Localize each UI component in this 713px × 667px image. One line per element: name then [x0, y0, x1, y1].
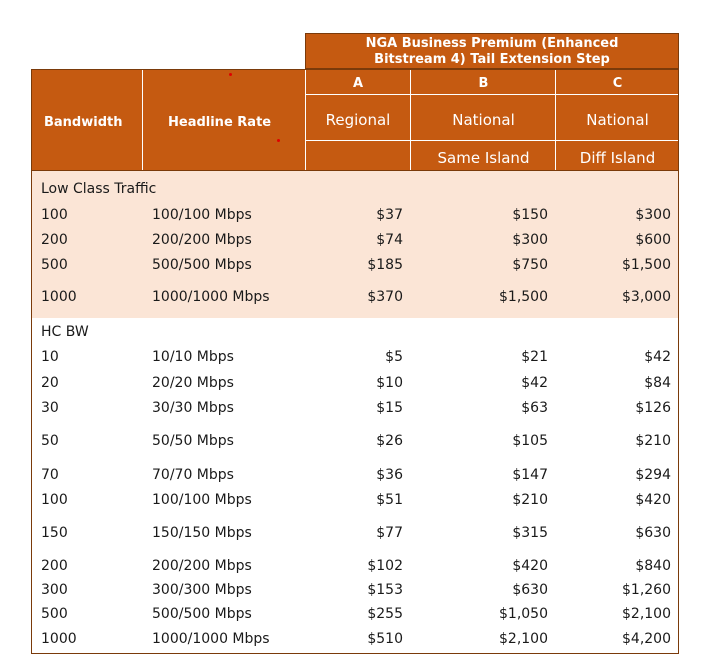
bandwidth-cell: 100 [41, 492, 68, 508]
price-b-cell: $750 [512, 257, 548, 273]
col-c-label: National [586, 111, 649, 129]
price-c-cell: $126 [635, 400, 671, 416]
bandwidth-cell: 200 [41, 558, 68, 574]
price-a-cell: $51 [376, 492, 403, 508]
headline-rate-cell: 150/150 Mbps [152, 525, 252, 541]
price-a-cell: $370 [367, 289, 403, 305]
price-c-cell: $3,000 [622, 289, 671, 305]
headline-rate-cell: 200/200 Mbps [152, 558, 252, 574]
price-b-cell: $42 [521, 375, 548, 391]
price-b-cell: $300 [512, 232, 548, 248]
price-a-cell: $74 [376, 232, 403, 248]
price-a-cell: $15 [376, 400, 403, 416]
headline-rate-cell: 500/500 Mbps [152, 606, 252, 622]
bandwidth-cell: 30 [41, 400, 59, 416]
headline-rate-cell: 100/100 Mbps [152, 207, 252, 223]
price-b-cell: $150 [512, 207, 548, 223]
bandwidth-cell: 1000 [41, 631, 77, 647]
col-c-sub: Diff Island [579, 149, 656, 167]
price-c-cell: $300 [635, 207, 671, 223]
price-b-cell: $105 [512, 433, 548, 449]
price-b-cell: $1,050 [499, 606, 548, 622]
price-b-cell: $2,100 [499, 631, 548, 647]
price-a-cell: $510 [367, 631, 403, 647]
low-class-section [32, 171, 678, 318]
headline-rate-cell: 1000/1000 Mbps [152, 631, 270, 647]
red-mark [277, 139, 280, 142]
section-title-hc-bw: HC BW [41, 324, 89, 340]
price-b-cell: $21 [521, 349, 548, 365]
bandwidth-cell: 500 [41, 257, 68, 273]
headline-rate-cell: 100/100 Mbps [152, 492, 252, 508]
col-a-label: Regional [325, 111, 391, 129]
group-title-line1: NGA Business Premium (Enhanced [365, 36, 619, 51]
headline-rate-cell: 50/50 Mbps [152, 433, 234, 449]
red-mark [229, 73, 232, 76]
price-a-cell: $153 [367, 582, 403, 598]
price-c-cell: $600 [635, 232, 671, 248]
price-a-cell: $185 [367, 257, 403, 273]
price-a-cell: $5 [385, 349, 403, 365]
price-b-cell: $147 [512, 467, 548, 483]
price-c-cell: $84 [644, 375, 671, 391]
group-title-line2: Bitstream 4) Tail Extension Step [374, 52, 610, 67]
price-c-cell: $1,260 [622, 582, 671, 598]
price-c-cell: $1,500 [622, 257, 671, 273]
bandwidth-cell: 200 [41, 232, 68, 248]
bandwidth-cell: 100 [41, 207, 68, 223]
price-b-cell: $210 [512, 492, 548, 508]
bandwidth-cell: 10 [41, 349, 59, 365]
price-a-cell: $102 [367, 558, 403, 574]
price-a-cell: $77 [376, 525, 403, 541]
price-a-cell: $26 [376, 433, 403, 449]
price-c-cell: $840 [635, 558, 671, 574]
col-header-bandwidth: Bandwidth [44, 115, 123, 130]
price-c-cell: $2,100 [622, 606, 671, 622]
table-body [31, 171, 679, 654]
col-b-label: National [452, 111, 515, 129]
price-b-cell: $420 [512, 558, 548, 574]
headline-rate-cell: 10/10 Mbps [152, 349, 234, 365]
headline-rate-cell: 200/200 Mbps [152, 232, 252, 248]
bandwidth-cell: 70 [41, 467, 59, 483]
price-b-cell: $63 [521, 400, 548, 416]
headline-rate-cell: 500/500 Mbps [152, 257, 252, 273]
col-b-sub: Same Island [437, 149, 530, 167]
bandwidth-cell: 150 [41, 525, 68, 541]
price-b-cell: $315 [512, 525, 548, 541]
price-a-cell: $37 [376, 207, 403, 223]
bandwidth-cell: 20 [41, 375, 59, 391]
table-header [31, 69, 679, 171]
price-a-cell: $10 [376, 375, 403, 391]
price-b-cell: $630 [512, 582, 548, 598]
headline-rate-cell: 300/300 Mbps [152, 582, 252, 598]
bandwidth-cell: 500 [41, 606, 68, 622]
section-title-low-class: Low Class Traffic [41, 181, 157, 197]
headline-rate-cell: 30/30 Mbps [152, 400, 234, 416]
bandwidth-cell: 50 [41, 433, 59, 449]
price-a-cell: $36 [376, 467, 403, 483]
price-c-cell: $4,200 [622, 631, 671, 647]
price-c-cell: $42 [644, 349, 671, 365]
bandwidth-cell: 300 [41, 582, 68, 598]
price-b-cell: $1,500 [499, 289, 548, 305]
price-a-cell: $255 [367, 606, 403, 622]
headline-rate-cell: 1000/1000 Mbps [152, 289, 270, 305]
headline-rate-cell: 20/20 Mbps [152, 375, 234, 391]
col-a-letter: A [352, 76, 364, 91]
col-b-letter: B [478, 76, 489, 91]
col-header-headline-rate: Headline Rate [168, 115, 272, 130]
price-c-cell: $294 [635, 467, 671, 483]
price-c-cell: $210 [635, 433, 671, 449]
price-c-cell: $630 [635, 525, 671, 541]
col-c-letter: C [612, 76, 623, 91]
group-header: NGA Business Premium (Enhanced Bitstream… [305, 33, 679, 69]
price-c-cell: $420 [635, 492, 671, 508]
headline-rate-cell: 70/70 Mbps [152, 467, 234, 483]
bandwidth-cell: 1000 [41, 289, 77, 305]
